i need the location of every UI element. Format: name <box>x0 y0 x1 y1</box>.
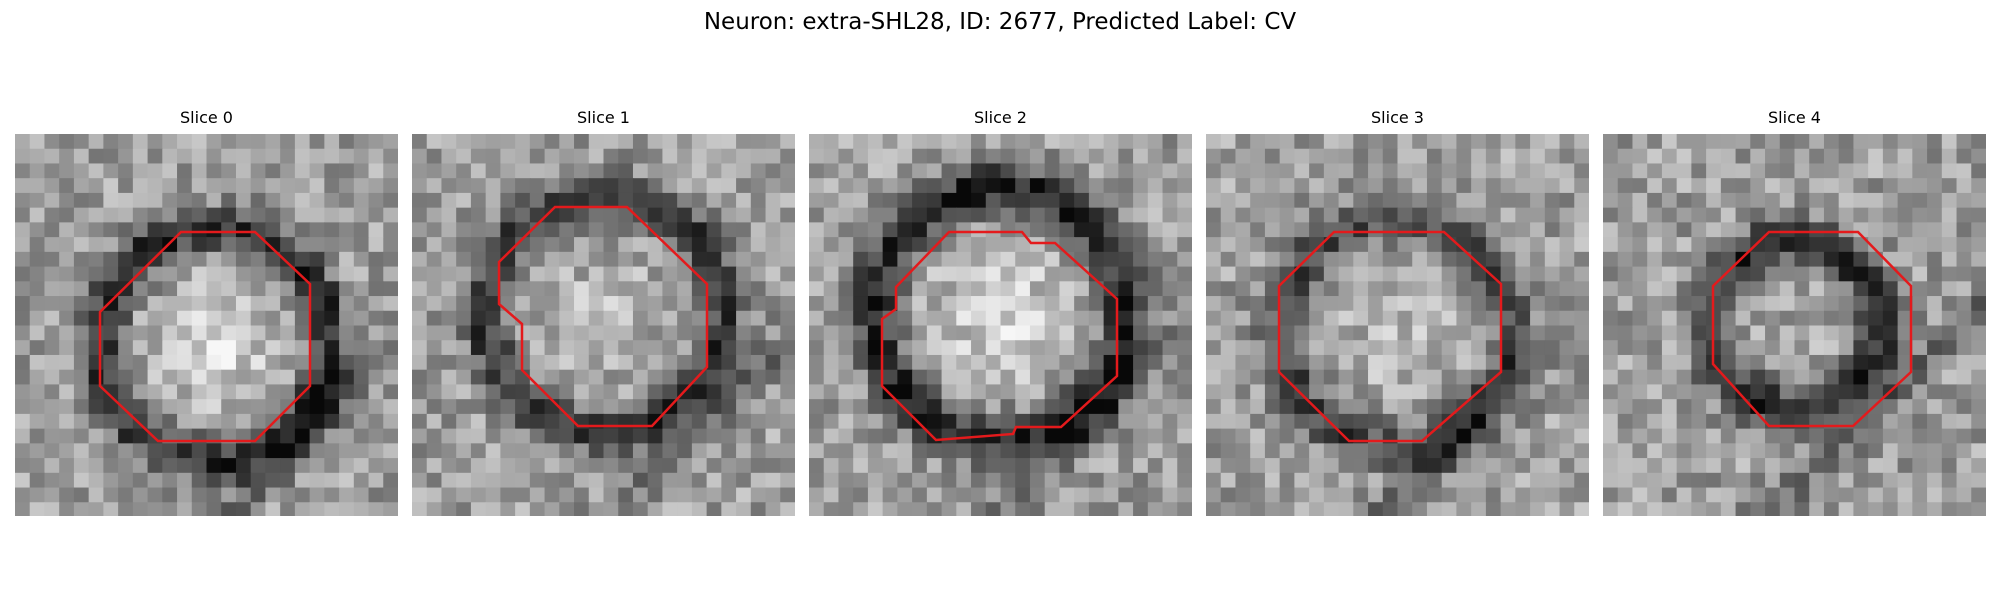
slice-title-4: Slice 4 <box>1768 108 1821 127</box>
slice-title-2: Slice 2 <box>974 108 1027 127</box>
slice-image-4 <box>1603 134 1986 516</box>
slice-panel-4: Slice 4 <box>1603 108 1986 516</box>
cell-contour-2 <box>880 230 1119 442</box>
slice-panel-1: Slice 1 <box>412 108 795 516</box>
cell-contour-4 <box>1711 230 1913 428</box>
cell-contour-1 <box>497 205 709 428</box>
slice-title-1: Slice 1 <box>577 108 630 127</box>
slice-title-3: Slice 3 <box>1371 108 1424 127</box>
slice-image-2 <box>809 134 1192 516</box>
slice-title-0: Slice 0 <box>180 108 233 127</box>
slice-panel-2: Slice 2 <box>809 108 1192 516</box>
slice-panel-0: Slice 0 <box>15 108 398 516</box>
slice-image-3 <box>1206 134 1589 516</box>
slice-image-1 <box>412 134 795 516</box>
slice-panel-3: Slice 3 <box>1206 108 1589 516</box>
slice-image-0 <box>15 134 398 516</box>
cell-contour-3 <box>1277 230 1503 443</box>
figure-title: Neuron: extra-SHL28, ID: 2677, Predicted… <box>703 9 1297 35</box>
cell-contour-0 <box>98 230 312 443</box>
